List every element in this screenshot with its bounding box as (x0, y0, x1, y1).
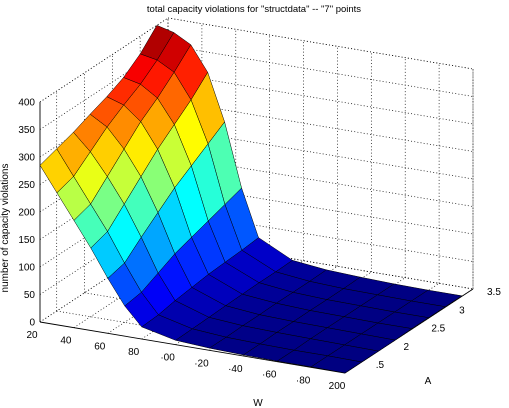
z-tick-label: 50 (24, 290, 36, 301)
y-axis-label: A (425, 376, 432, 387)
x-tick-label: 80 (128, 347, 140, 358)
y-tick-label: 3 (459, 305, 465, 316)
x-axis-label: W (253, 398, 263, 408)
x-tick-label: 200 (329, 381, 346, 392)
z-tick-label: 200 (18, 208, 35, 219)
x-axis-line (39, 321, 346, 374)
grid-line (56, 310, 362, 363)
x-tick-label: 60 (94, 341, 106, 352)
z-tick-label: 300 (18, 153, 35, 164)
grid-line (167, 17, 474, 70)
z-tick-label: 250 (18, 180, 35, 191)
x-tick-label: ·20 (194, 358, 209, 369)
x-tick-label: ·00 (160, 353, 175, 364)
y-tick-label: 3.5 (487, 287, 501, 298)
chart-title: total capacity violations for "structdat… (147, 4, 361, 15)
y-tick-label: 2.5 (431, 324, 445, 335)
z-axis-label: number of capacity violations (0, 164, 11, 293)
z-tick-label: 0 (29, 318, 35, 329)
grid-line (167, 45, 474, 97)
z-tick-label: 400 (18, 98, 35, 109)
z-tick-label: 150 (18, 235, 35, 246)
x-tick-label: ·60 (262, 370, 277, 381)
tick-labels: 0 50 100 150 200 250 300 350 400 20 40 60 80 ·00 ·20 ·4… (18, 98, 501, 393)
x-tick-label: ·40 (228, 364, 243, 375)
surface-patches (39, 25, 463, 374)
z-tick-label: 100 (18, 263, 35, 274)
z-tick-label: 350 (18, 125, 35, 136)
y-tick-label: .5 (376, 360, 385, 371)
x-tick-label: ·80 (296, 375, 311, 386)
y-tick-label: 2 (404, 342, 410, 353)
x-tick-label: 20 (26, 330, 38, 341)
x-tick-label: 40 (60, 336, 72, 347)
surface-patch (39, 148, 74, 194)
grid-line (167, 72, 474, 125)
